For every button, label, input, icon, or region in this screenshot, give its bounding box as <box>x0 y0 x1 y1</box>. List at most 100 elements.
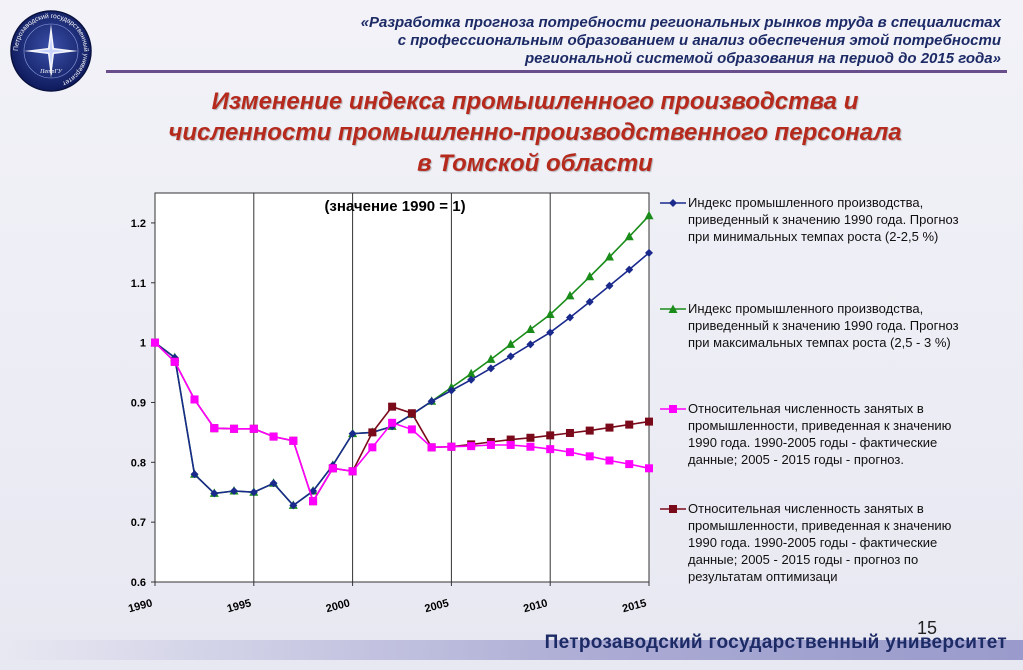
data-point <box>368 443 377 452</box>
data-point <box>605 423 614 432</box>
data-point <box>170 357 179 366</box>
data-point <box>545 309 555 318</box>
data-point <box>388 402 397 411</box>
y-tick-label: 0.9 <box>131 397 146 409</box>
data-point <box>565 428 574 437</box>
header-divider <box>106 70 1007 73</box>
legend-item-employment-optimization: Относительная численность занятых в пром… <box>660 500 980 590</box>
data-point <box>151 338 159 347</box>
data-point <box>506 435 515 444</box>
data-point <box>447 442 456 451</box>
project-header: «Разработка прогноза потребности региона… <box>241 14 1001 68</box>
data-point <box>644 210 654 220</box>
data-point <box>348 467 357 476</box>
footer-bar <box>0 640 1023 660</box>
legend-label: Относительная численность занятых в пром… <box>688 401 952 467</box>
data-point <box>585 426 594 435</box>
legend-item-max-growth: Индекс промышленного производства, приве… <box>660 300 980 400</box>
legend-item-min-growth: Индекс промышленного производства, приве… <box>660 194 980 278</box>
data-point <box>466 368 476 378</box>
y-tick-label: 0.7 <box>131 517 146 529</box>
data-point <box>467 442 476 451</box>
data-point <box>526 433 535 442</box>
legend-label: Индекс промышленного производства, приве… <box>688 301 959 350</box>
data-point <box>565 290 575 300</box>
y-tick-label: 1.1 <box>131 278 146 290</box>
data-point <box>388 418 397 427</box>
legend-key-diamond <box>660 199 686 207</box>
footer-university: Петрозаводский государственный университ… <box>544 632 1007 653</box>
university-logo: Петрозаводский государственный университ… <box>10 10 92 92</box>
x-tick-label: 1995 <box>226 597 253 615</box>
data-point <box>289 501 298 510</box>
legend-key-square-magenta <box>660 405 686 413</box>
x-tick-label: 2010 <box>522 597 549 615</box>
header-line-2: с профессиональным образованием и анализ… <box>397 32 1001 49</box>
plot-frame <box>154 192 650 583</box>
data-point <box>546 445 555 454</box>
header-line-3: региональной системой образования на пер… <box>524 50 1001 67</box>
y-tick-label: 0.6 <box>131 577 146 589</box>
data-point <box>506 352 515 361</box>
chart-legend: Индекс промышленного производства, приве… <box>660 194 980 590</box>
data-point <box>645 464 653 473</box>
data-point <box>348 429 357 438</box>
data-point <box>486 354 496 363</box>
data-point <box>447 386 456 395</box>
data-point <box>230 487 239 496</box>
data-point <box>585 297 594 306</box>
data-point <box>407 409 416 418</box>
legend-item-employment-forecast: Относительная численность занятых в пром… <box>660 400 980 500</box>
title-line-2: численности промышленно-производственног… <box>168 119 902 146</box>
legend-key-triangle <box>660 304 686 313</box>
legend-label: Относительная численность занятых в пром… <box>688 501 952 584</box>
y-tick-label: 0.8 <box>131 457 146 469</box>
data-point <box>546 328 555 337</box>
legend-label: Индекс промышленного производства, приве… <box>688 195 959 244</box>
data-point <box>407 425 416 434</box>
series-0 <box>151 248 653 510</box>
data-point <box>604 252 614 261</box>
title-line-1: Изменение индекса промышленного производ… <box>211 88 859 115</box>
data-point <box>467 375 476 384</box>
data-point <box>546 431 555 440</box>
data-point <box>210 489 219 498</box>
data-point <box>249 488 258 497</box>
data-point <box>230 424 239 433</box>
data-point <box>506 339 516 348</box>
data-point <box>506 440 515 449</box>
logo-sub-text: ПетрГУ <box>39 69 63 75</box>
data-point <box>309 497 318 506</box>
data-point <box>645 248 653 257</box>
data-point <box>624 231 634 241</box>
data-point <box>368 428 377 437</box>
data-point <box>289 436 298 445</box>
data-point <box>605 456 614 465</box>
data-point <box>328 464 337 473</box>
x-tick-label: 2000 <box>325 597 352 615</box>
series-2 <box>151 338 653 506</box>
data-point <box>486 440 495 449</box>
page-number: 15 <box>916 618 937 638</box>
data-point <box>526 442 535 451</box>
data-point <box>249 424 258 433</box>
data-point <box>605 281 614 290</box>
data-point <box>565 313 574 322</box>
data-point <box>526 340 535 349</box>
data-point <box>269 432 278 441</box>
data-point <box>427 397 436 406</box>
data-point <box>625 265 634 274</box>
data-point <box>190 395 199 404</box>
legend-key-square-maroon <box>660 505 686 513</box>
data-point <box>565 448 574 457</box>
data-point <box>190 470 199 479</box>
y-tick-label: 1 <box>140 338 146 350</box>
data-point <box>585 271 595 281</box>
data-point <box>269 479 278 488</box>
header-line-1: «Разработка прогноза потребности региона… <box>360 14 1001 31</box>
data-point <box>625 460 634 469</box>
x-tick-label: 2015 <box>621 597 648 615</box>
data-point <box>210 424 219 433</box>
slide-title: Изменение индекса промышленного производ… <box>120 86 950 179</box>
